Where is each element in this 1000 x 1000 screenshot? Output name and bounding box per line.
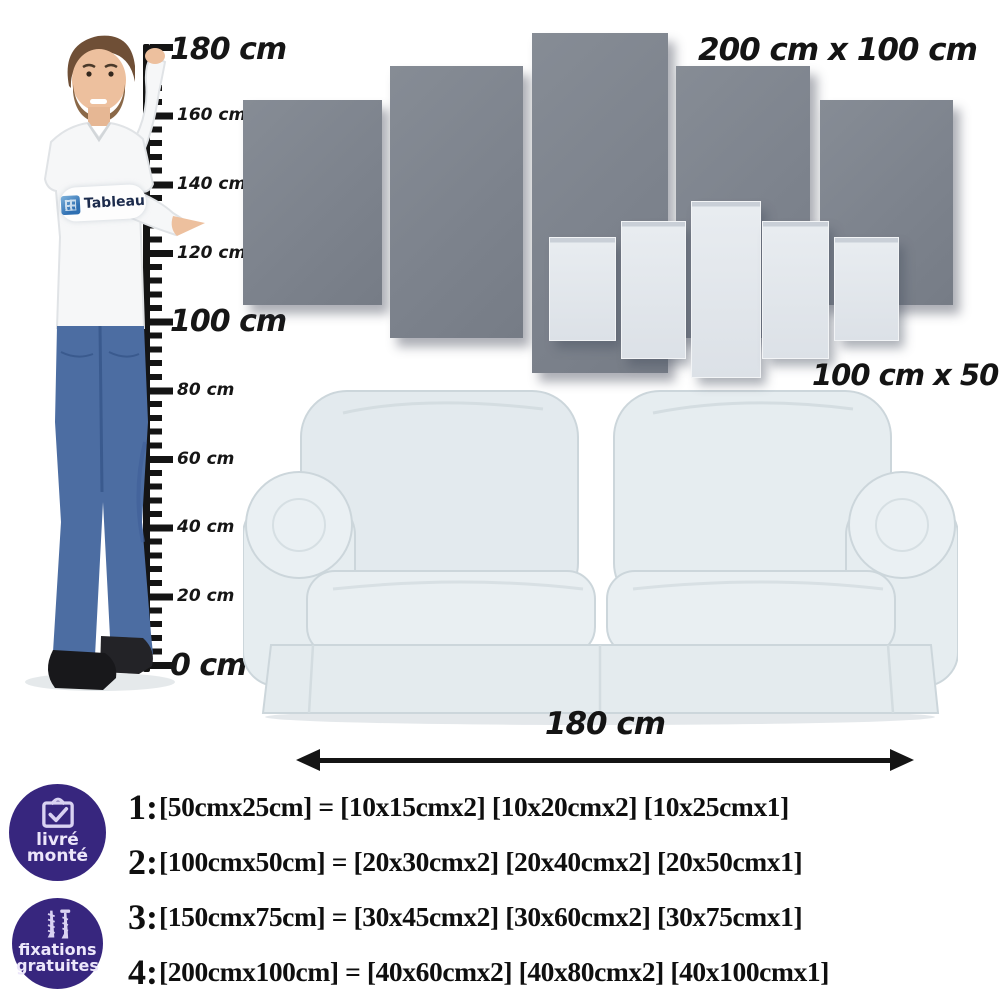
large-set-size-label: 200 cm x 100 cm bbox=[698, 32, 978, 68]
arrowhead-right-icon bbox=[890, 749, 914, 771]
sofa-width-label: 180 cm bbox=[544, 706, 666, 742]
ruler-label-20: 20 cm bbox=[177, 586, 235, 606]
badge-line: monté bbox=[26, 846, 89, 866]
ruler-label-160: 160 cm bbox=[177, 105, 247, 125]
size-option-detail: [150cmx75cm] = [30x45cmx2] [30x60cmx2] [… bbox=[159, 900, 803, 932]
bag-check-icon bbox=[41, 797, 74, 828]
sofa-width-annotation: 180 cm bbox=[250, 706, 960, 772]
ruler-bar bbox=[143, 44, 150, 672]
ruler-label-120: 120 cm bbox=[177, 243, 247, 263]
size-options-list: 1: [50cmx25cm] = [10x15cmx2] [10x20cmx2]… bbox=[128, 779, 988, 999]
size-option-row-1: 1: [50cmx25cm] = [10x15cmx2] [10x20cmx2]… bbox=[128, 779, 988, 834]
size-option-number: 4: bbox=[128, 951, 158, 992]
arrowhead-left-icon bbox=[296, 749, 320, 771]
arrow-line bbox=[316, 758, 894, 763]
size-option-detail: [100cmx50cm] = [20x30cmx2] [20x40cmx2] [… bbox=[159, 845, 803, 877]
badge-livre-monte: livré monté bbox=[9, 784, 106, 881]
size-option-number: 3: bbox=[128, 896, 158, 937]
screw-anchor-icon bbox=[47, 909, 70, 939]
canvas-panel-large-1 bbox=[243, 100, 382, 305]
canvas-panel-small-5 bbox=[834, 237, 899, 341]
canvas-panel-small-3 bbox=[691, 201, 761, 378]
canvas-panel-small-4 bbox=[762, 221, 829, 359]
size-option-number: 1: bbox=[128, 786, 158, 827]
ruler-label-180: 180 cm bbox=[170, 32, 287, 67]
badge-fixations-gratuites: fixations gratuites bbox=[12, 898, 103, 989]
ruler-label-40: 40 cm bbox=[177, 517, 235, 537]
size-option-row-3: 3: [150cmx75cm] = [30x45cmx2] [30x60cmx2… bbox=[128, 889, 988, 944]
shirt-logo: Tableau bbox=[59, 183, 147, 223]
ruler-label-0: 0 cm bbox=[170, 648, 247, 683]
width-arrow bbox=[250, 748, 960, 772]
badge-line: gratuites bbox=[16, 956, 99, 975]
sofa-illustration bbox=[243, 390, 958, 725]
ruler-label-140: 140 cm bbox=[177, 174, 247, 194]
man-illustration bbox=[25, 35, 205, 691]
badge-line: livré bbox=[36, 830, 79, 850]
canvas-panel-small-2 bbox=[621, 221, 686, 359]
canvas-panel-small-1 bbox=[549, 237, 616, 341]
size-option-detail: [50cmx25cm] = [10x15cmx2] [10x20cmx2] [1… bbox=[159, 790, 789, 822]
badge-line: fixations bbox=[18, 940, 97, 959]
ruler-label-100: 100 cm bbox=[170, 304, 287, 339]
canvas-panel-large-2 bbox=[390, 66, 523, 338]
size-option-row-4: 4: [200cmx100cm] = [40x60cmx2] [40x80cmx… bbox=[128, 944, 988, 999]
ruler-label-60: 60 cm bbox=[177, 449, 235, 469]
shirt-logo-icon bbox=[60, 194, 81, 215]
shirt-logo-text: Tableau bbox=[83, 192, 146, 212]
size-option-detail: [200cmx100cm] = [40x60cmx2] [40x80cmx2] … bbox=[159, 955, 829, 987]
size-option-row-2: 2: [100cmx50cm] = [20x30cmx2] [20x40cmx2… bbox=[128, 834, 988, 889]
small-set-size-label: 100 cm x 50 cm bbox=[812, 358, 1000, 392]
size-option-number: 2: bbox=[128, 841, 158, 882]
ruler-label-80: 80 cm bbox=[177, 380, 235, 400]
